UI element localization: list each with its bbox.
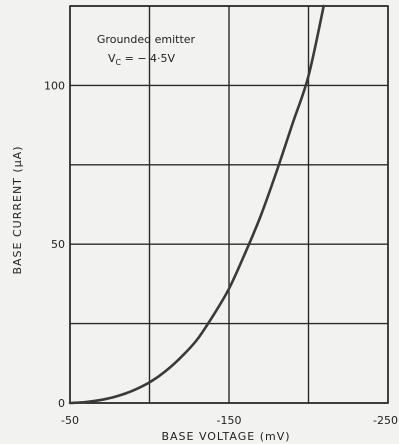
annotation-vc: VC = − 4·5V (108, 52, 176, 67)
y-axis-label: BASE CURRENT (µA) (11, 145, 24, 274)
x-tick-label: -50 (61, 414, 79, 427)
data-series (68, 4, 325, 405)
y-tick-label: 50 (51, 238, 65, 251)
x-tick-labels: -50 -150 -250 (61, 414, 398, 427)
annotation-vc-base: V (108, 52, 116, 65)
annotation-grounded-emitter: Grounded emitter (97, 33, 196, 46)
y-tick-label: 0 (58, 397, 65, 410)
x-tick-label: -250 (373, 414, 398, 427)
plot-frame (69, 5, 389, 404)
x-axis-label: BASE VOLTAGE (mV) (161, 430, 290, 443)
x-tick-label: -150 (217, 414, 242, 427)
base-current-curve (68, 4, 325, 405)
y-tick-labels: 0 50 100 (44, 79, 65, 410)
annotation-vc-sub: C (116, 58, 122, 67)
y-tick-label: 100 (44, 79, 65, 92)
annotation-vc-rest: = − 4·5V (121, 52, 175, 65)
